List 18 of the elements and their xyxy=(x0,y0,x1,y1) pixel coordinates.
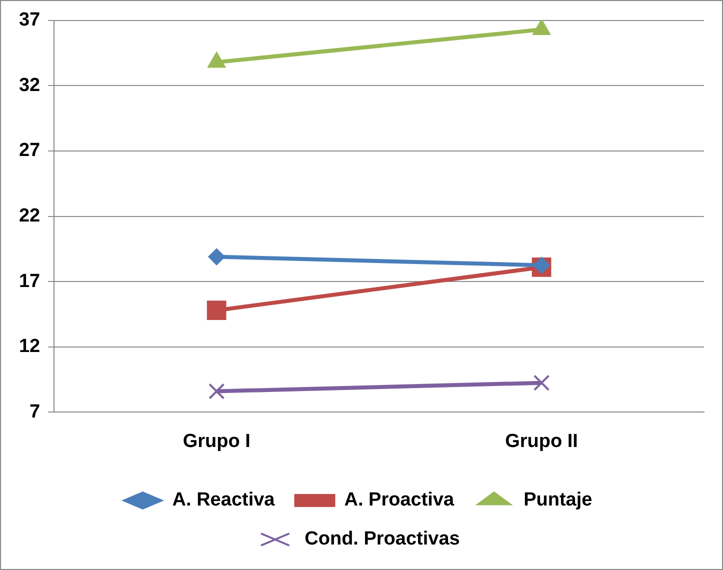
x-tick-label: Grupo II xyxy=(505,430,578,452)
y-tick-label: 27 xyxy=(18,140,40,162)
legend-label: A. Reactiva xyxy=(172,490,276,511)
y-tick-label: 17 xyxy=(18,270,40,292)
y-tick-label: 12 xyxy=(18,336,40,358)
legend-label: Puntaje xyxy=(524,490,592,511)
legend-label: Cond. Proactivas xyxy=(304,528,460,550)
x-tick-label: Grupo I xyxy=(182,430,250,452)
y-tick-label: 7 xyxy=(30,401,40,422)
point xyxy=(533,374,550,391)
y-tick-label: 37 xyxy=(18,10,40,31)
y-tick-label: 22 xyxy=(18,206,40,227)
point xyxy=(206,300,226,320)
point xyxy=(533,256,550,274)
legend-label: A. Proactiva xyxy=(344,490,455,511)
y-tick-label: 32 xyxy=(18,74,40,96)
point xyxy=(208,383,225,400)
point xyxy=(208,248,226,266)
